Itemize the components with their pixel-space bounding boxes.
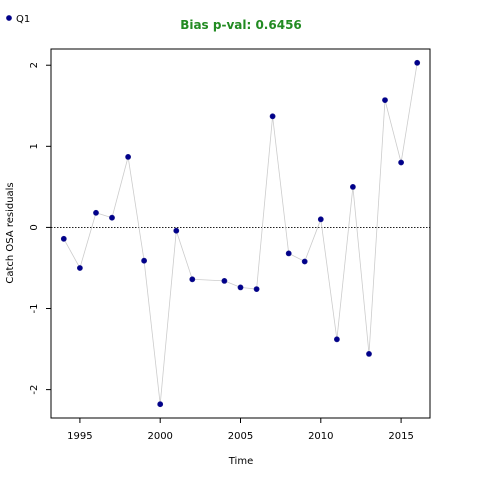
data-point <box>349 183 356 190</box>
data-point <box>269 113 276 120</box>
x-axis-label: Time <box>228 456 253 467</box>
data-point <box>60 235 67 242</box>
y-tick-label: -1 <box>29 304 40 314</box>
data-point <box>366 350 372 357</box>
data-point <box>93 209 99 216</box>
data-point <box>125 153 132 160</box>
data-point <box>285 250 292 257</box>
data-point <box>398 159 404 166</box>
data-point <box>77 265 83 271</box>
x-tick-label: 1995 <box>67 431 92 442</box>
series-line <box>63 62 418 405</box>
x-axis: 1995 2000 2005 2010 2015 <box>67 418 414 442</box>
data-point <box>237 284 244 291</box>
x-tick-label: 2005 <box>228 431 253 442</box>
legend-marker <box>6 15 12 21</box>
x-tick-label: 2015 <box>388 431 413 442</box>
data-point <box>414 59 421 66</box>
y-tick-label: 0 <box>29 224 40 230</box>
data-point <box>221 277 228 284</box>
x-tick-label: 2010 <box>308 431 333 442</box>
data-point <box>301 258 308 265</box>
chart-title: Bias p-val: 0.6456 <box>180 18 302 32</box>
data-point <box>141 257 147 264</box>
y-axis-label: Catch OSA residuals <box>5 182 16 283</box>
plot-frame <box>50 48 431 419</box>
y-tick-label: 1 <box>29 143 40 149</box>
legend-label: Q1 <box>16 14 30 25</box>
series-layer <box>60 59 421 408</box>
data-point <box>317 216 324 223</box>
data-point <box>173 227 180 234</box>
y-axis: -2 -1 0 1 2 <box>29 62 51 395</box>
x-tick-label: 2000 <box>147 431 172 442</box>
y-tick-label: -2 <box>29 385 40 395</box>
data-point <box>109 214 115 221</box>
data-point <box>382 97 388 103</box>
legend: Q1 <box>6 14 30 25</box>
data-point <box>189 276 196 283</box>
y-tick-label: 2 <box>29 62 40 68</box>
data-point <box>253 286 260 292</box>
data-point <box>333 336 340 343</box>
data-point <box>157 401 164 408</box>
